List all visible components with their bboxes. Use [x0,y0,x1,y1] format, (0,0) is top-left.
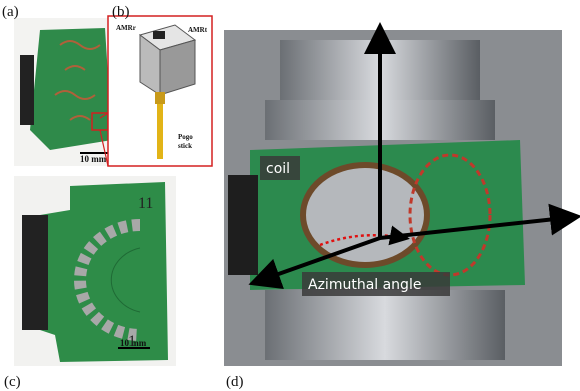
photo-d: coil Azimuthal angle [224,30,574,366]
number-label: 11 [138,195,153,212]
pogo-label: stick [178,142,192,150]
pogo-label: Pogo [178,133,193,141]
panel-label: (b) [112,4,130,20]
panel-label: (c) [4,374,21,390]
photo-a: 10 mm [14,18,114,166]
panel-label: (d) [226,374,244,390]
sensor-label: AMRr [116,24,136,32]
coil-label: coil [266,161,290,177]
panel-label: (a) [2,4,19,20]
number-label: 1 [128,333,136,350]
sensor-label: AMRt [188,26,208,34]
scale-label: 10 mm [80,154,107,164]
angle-label: Azimuthal angle [308,277,421,293]
panel-b: AMRr AMRt Pogo stick [100,16,212,166]
figure: 10 mm (a) AMRr AMRt Pogo stick (b) 10 mm… [0,0,580,391]
photo-c: 10 mm 11 1 [14,176,176,366]
